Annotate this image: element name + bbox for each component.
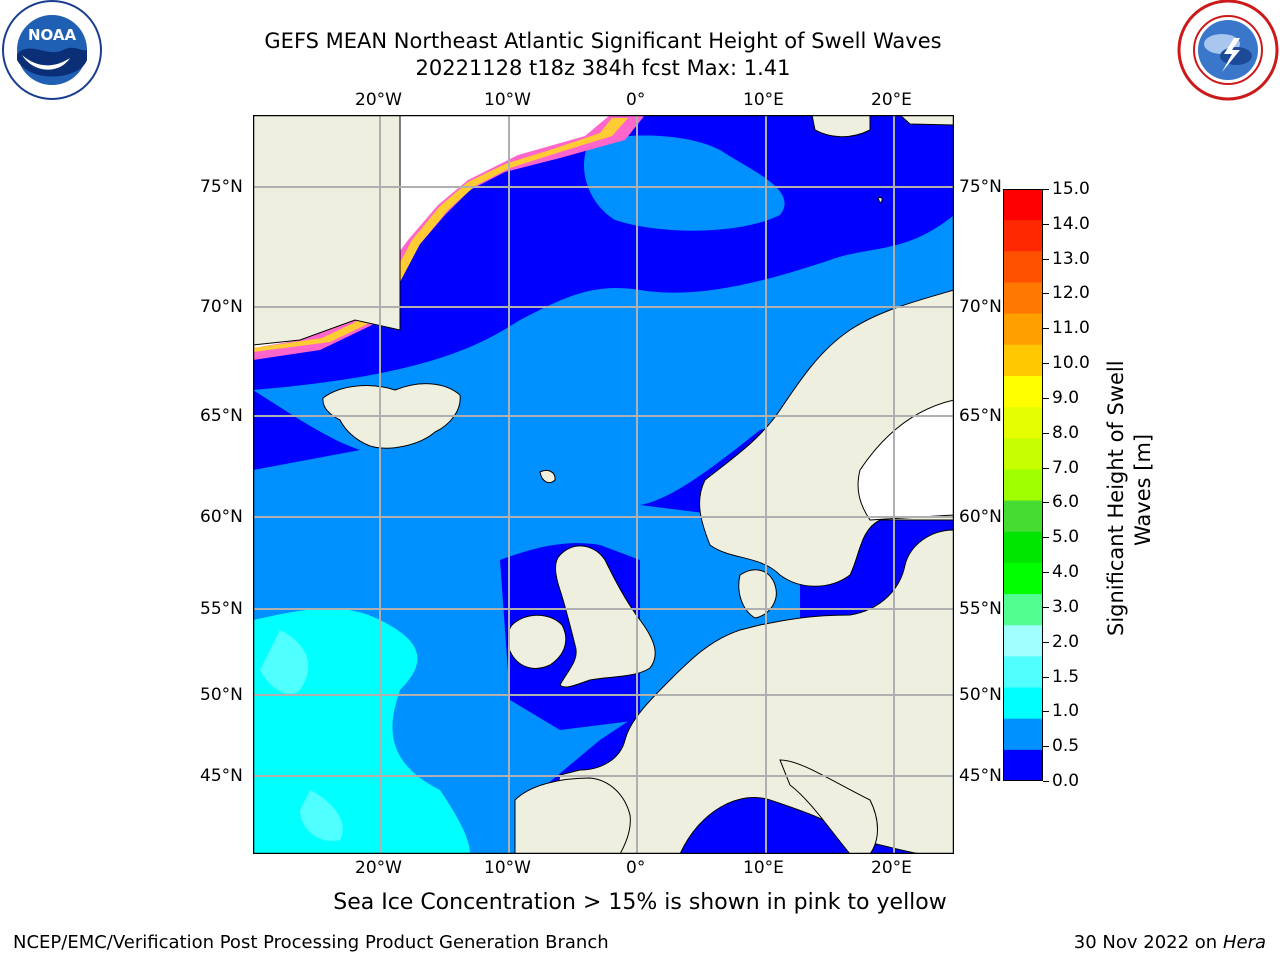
title-line-2: 20221128 t18z 384h fcst Max: 1.41 <box>415 56 791 80</box>
lat-right-label: 70°N <box>959 297 1002 317</box>
colorbar-tick-mark <box>1043 328 1049 330</box>
sea-ice-caption: Sea Ice Concentration > 15% is shown in … <box>0 890 1280 915</box>
colorbar-tick-mark <box>1043 606 1049 608</box>
lon-top-label: 0° <box>626 90 646 110</box>
colorbar-tick-mark <box>1043 781 1049 782</box>
colorbar-label-line-1: Significant Height of Swell <box>1104 360 1128 636</box>
colorbar-tick-mark <box>1043 363 1049 365</box>
svg-text:NOAA: NOAA <box>28 26 77 44</box>
colorbar-tick-label: 1.0 <box>1052 701 1080 722</box>
colorbar-label-line-2: Waves [m] <box>1131 433 1155 546</box>
colorbar-segment <box>1003 656 1043 689</box>
lat-left-label: 65°N <box>200 406 243 426</box>
lat-right-label: 50°N <box>959 685 1002 705</box>
colorbar-tick-mark <box>1043 223 1049 225</box>
colorbar-segment <box>1003 220 1043 252</box>
colorbar-segment <box>1003 189 1043 221</box>
colorbar-tick-mark <box>1043 502 1049 504</box>
caption-text: Sea Ice Concentration > 15% is shown in … <box>333 890 947 915</box>
lat-right-label: 65°N <box>959 406 1002 426</box>
colorbar-segment <box>1003 282 1043 315</box>
colorbar-tick-label: 8.0 <box>1052 422 1080 443</box>
colorbar-tick-label: 5.0 <box>1052 527 1080 548</box>
colorbar-tick-label: 14.0 <box>1052 213 1090 234</box>
footer-right: 30 Nov 2022 on Hera <box>1074 932 1266 953</box>
lat-left-label: 45°N <box>200 766 243 786</box>
lon-bottom-label: 0° <box>626 858 646 878</box>
colorbar-tick-label: 12.0 <box>1052 283 1090 304</box>
colorbar-segment <box>1003 718 1043 751</box>
colorbar-segment <box>1003 562 1043 595</box>
lat-right-label: 45°N <box>959 766 1002 786</box>
colorbar-tick-label: 7.0 <box>1052 457 1080 478</box>
lon-top-label: 20°E <box>871 90 912 110</box>
lat-left-label: 70°N <box>200 297 243 317</box>
colorbar-border <box>1003 189 1043 781</box>
colorbar-segment <box>1003 469 1043 502</box>
colorbar-tick-label: 11.0 <box>1052 318 1090 339</box>
colorbar-tick-mark <box>1043 537 1049 539</box>
colorbar-segment <box>1003 407 1043 439</box>
colorbar-tick-mark <box>1043 641 1049 643</box>
colorbar-segment <box>1003 625 1043 657</box>
colorbar-tick-mark <box>1043 293 1049 295</box>
colorbar-tick-label: 9.0 <box>1052 387 1080 408</box>
lat-left-label: 60°N <box>200 507 243 527</box>
colorbar-tick-label: 6.0 <box>1052 492 1080 513</box>
footer-date: 30 Nov 2022 on <box>1073 932 1218 953</box>
lon-top-label: 10°W <box>484 90 531 110</box>
colorbar-ticks: 15.0 14.0 13.0 12.0 11.0 10.0 9.0 8.0 7.0 6.0 5.0 4… <box>1043 179 1112 791</box>
colorbar-segment <box>1003 500 1043 533</box>
colorbar-tick-mark <box>1043 258 1049 260</box>
lat-left-label: 75°N <box>200 177 243 197</box>
colorbar-tick-label: 3.0 <box>1052 596 1080 617</box>
colorbar-tick-label: 15.0 <box>1052 179 1090 199</box>
lon-bottom-label: 10°E <box>743 858 784 878</box>
colorbar-segment <box>1003 375 1043 408</box>
colorbar-tick-mark <box>1043 467 1049 469</box>
colorbar-segment <box>1003 531 1043 564</box>
lon-top-label: 20°W <box>355 90 402 110</box>
colorbar-segment <box>1003 438 1043 471</box>
colorbar-tick-label: 13.0 <box>1052 248 1090 269</box>
lon-bottom-label: 20°W <box>355 858 402 878</box>
colorbar-tick-mark <box>1043 711 1049 713</box>
colorbar-tick-label: 4.0 <box>1052 562 1080 583</box>
map-panel <box>252 114 955 855</box>
colorbar-segment <box>1003 687 1043 720</box>
colorbar-segment <box>1003 313 1043 346</box>
colorbar-tick-mark <box>1043 432 1049 434</box>
lon-top-label: 10°E <box>743 90 784 110</box>
lat-left-label: 55°N <box>200 599 243 619</box>
footer-host: Hera <box>1222 932 1266 953</box>
colorbar <box>1003 189 1043 782</box>
colorbar-tick-mark <box>1043 189 1049 190</box>
lon-bottom-label: 20°E <box>871 858 912 878</box>
lon-bottom-label: 10°W <box>484 858 531 878</box>
colorbar-tick-label: 10.0 <box>1052 353 1090 374</box>
lat-right-label: 55°N <box>959 599 1002 619</box>
colorbar-tick-label: 2.0 <box>1052 631 1080 652</box>
colorbar-segment <box>1003 344 1043 377</box>
title-line-1: GEFS MEAN Northeast Atlantic Significant… <box>264 29 942 53</box>
colorbar-tick-mark <box>1043 746 1049 748</box>
footer-left: NCEP/EMC/Verification Post Processing Pr… <box>13 932 609 953</box>
colorbar-tick-label: 1.5 <box>1052 666 1080 687</box>
nws-logo <box>1176 0 1280 104</box>
colorbar-tick-mark <box>1043 572 1049 574</box>
lat-right-label: 75°N <box>959 177 1002 197</box>
colorbar-tick-mark <box>1043 397 1049 399</box>
colorbar-segment <box>1003 749 1043 782</box>
lat-left-label: 50°N <box>200 685 243 705</box>
lat-right-label: 60°N <box>959 507 1002 527</box>
graticule <box>253 115 954 854</box>
noaa-logo: NOAA <box>0 0 104 104</box>
colorbar-tick-label: 0.5 <box>1052 736 1080 757</box>
colorbar-tick-label: 0.0 <box>1052 771 1080 791</box>
colorbar-segment <box>1003 251 1043 284</box>
colorbar-segment <box>1003 594 1043 626</box>
colorbar-tick-mark <box>1043 676 1049 678</box>
